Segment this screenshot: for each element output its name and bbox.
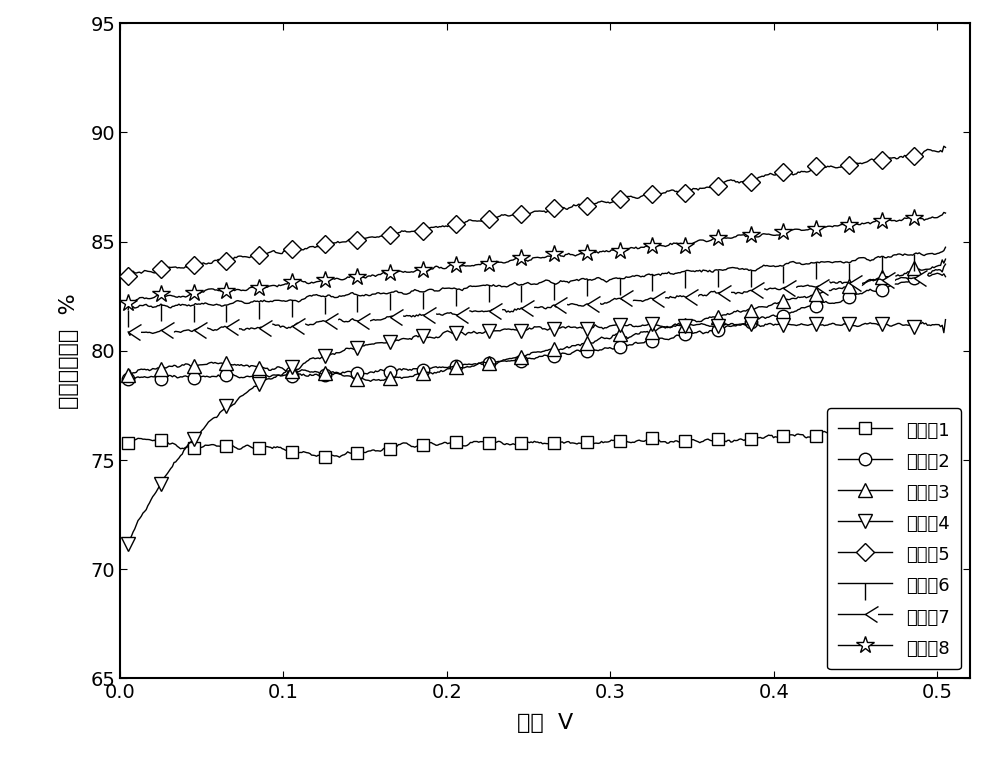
实施例1 bbox=[317, 453, 329, 462]
实施例3 bbox=[512, 353, 524, 362]
实施例7 bbox=[512, 304, 524, 313]
实施例3 bbox=[610, 329, 622, 338]
实施例7 bbox=[124, 331, 136, 340]
实施例4 bbox=[515, 327, 527, 336]
实施例2 bbox=[920, 270, 932, 279]
实施例6 bbox=[609, 274, 621, 283]
实施例4 bbox=[792, 321, 804, 330]
实施例7 bbox=[610, 295, 622, 304]
Line: 实施例4: 实施例4 bbox=[121, 313, 952, 550]
实施例5 bbox=[122, 271, 134, 281]
实施例1 bbox=[122, 439, 134, 448]
Line: 实施例5: 实施例5 bbox=[122, 140, 952, 282]
实施例3 bbox=[517, 352, 529, 362]
实施例4 bbox=[939, 315, 951, 325]
实施例5 bbox=[609, 197, 621, 206]
实施例6 bbox=[122, 305, 134, 315]
实施例1 bbox=[938, 412, 950, 422]
实施例3 bbox=[939, 254, 951, 264]
实施例2 bbox=[515, 356, 527, 365]
Legend: 实施例1, 实施例2, 实施例3, 实施例4, 实施例5, 实施例6, 实施例7, 实施例8: 实施例1, 实施例2, 实施例3, 实施例4, 实施例5, 实施例6, 实施例7… bbox=[827, 409, 961, 669]
实施例3 bbox=[365, 377, 377, 386]
实施例3 bbox=[122, 371, 134, 380]
实施例8 bbox=[792, 224, 804, 234]
实施例1 bbox=[939, 412, 951, 422]
实施例5 bbox=[920, 146, 932, 155]
实施例3 bbox=[794, 293, 806, 302]
实施例2 bbox=[792, 305, 804, 315]
Y-axis label: 双氧水选择性  %: 双氧水选择性 % bbox=[59, 293, 79, 409]
实施例8 bbox=[510, 254, 522, 263]
Line: 实施例3: 实施例3 bbox=[121, 252, 952, 389]
实施例7 bbox=[794, 281, 806, 291]
Line: 实施例7: 实施例7 bbox=[120, 265, 954, 344]
实施例5 bbox=[510, 210, 522, 219]
实施例7 bbox=[931, 268, 943, 278]
实施例1 bbox=[794, 430, 806, 439]
实施例8 bbox=[564, 250, 576, 259]
实施例6 bbox=[564, 277, 576, 286]
实施例2 bbox=[609, 344, 621, 353]
实施例1 bbox=[610, 434, 622, 443]
实施例6 bbox=[939, 243, 951, 252]
实施例7 bbox=[517, 305, 529, 314]
实施例5 bbox=[564, 203, 576, 212]
实施例6 bbox=[920, 250, 932, 259]
实施例3 bbox=[566, 341, 578, 350]
实施例4 bbox=[564, 323, 576, 332]
实施例2 bbox=[564, 349, 576, 359]
X-axis label: 电压  V: 电压 V bbox=[517, 713, 573, 733]
Line: 实施例6: 实施例6 bbox=[120, 239, 954, 318]
实施例8 bbox=[515, 254, 527, 263]
实施例2 bbox=[510, 356, 522, 365]
实施例7 bbox=[921, 271, 933, 280]
实施例7 bbox=[566, 299, 578, 308]
实施例5 bbox=[938, 142, 950, 151]
实施例2 bbox=[122, 375, 134, 384]
Line: 实施例8: 实施例8 bbox=[119, 204, 955, 312]
实施例8 bbox=[122, 298, 134, 308]
实施例8 bbox=[920, 214, 932, 224]
实施例8 bbox=[939, 208, 951, 217]
实施例1 bbox=[566, 438, 578, 447]
实施例4 bbox=[920, 318, 932, 328]
实施例1 bbox=[921, 419, 933, 429]
实施例6 bbox=[510, 279, 522, 288]
实施例4 bbox=[122, 539, 134, 548]
实施例7 bbox=[939, 272, 951, 281]
实施例3 bbox=[921, 264, 933, 274]
实施例5 bbox=[792, 167, 804, 177]
实施例4 bbox=[609, 321, 621, 330]
Line: 实施例2: 实施例2 bbox=[122, 258, 952, 386]
实施例5 bbox=[515, 210, 527, 219]
实施例2 bbox=[939, 260, 951, 269]
实施例1 bbox=[512, 439, 524, 448]
实施例5 bbox=[939, 143, 951, 152]
实施例1 bbox=[517, 439, 529, 448]
实施例8 bbox=[609, 245, 621, 254]
实施例6 bbox=[515, 280, 527, 289]
实施例8 bbox=[938, 208, 950, 217]
实施例4 bbox=[510, 325, 522, 335]
实施例6 bbox=[792, 258, 804, 268]
Line: 实施例1: 实施例1 bbox=[122, 411, 952, 464]
实施例7 bbox=[122, 328, 134, 337]
